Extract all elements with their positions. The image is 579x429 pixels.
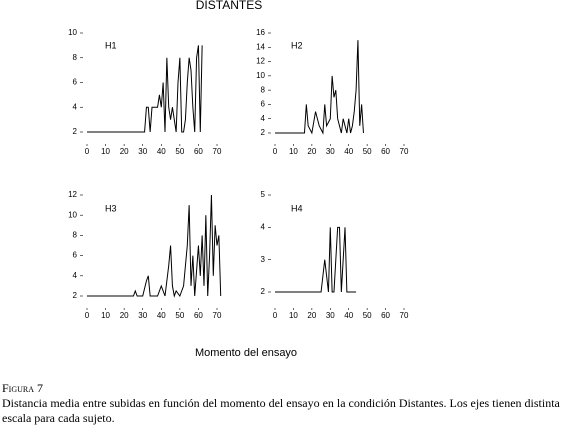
caption-label: Figura 7 — [2, 381, 44, 395]
x-tick-label: 70 — [213, 311, 222, 320]
x-tick-label: 0 — [85, 311, 90, 320]
data-line — [87, 194, 222, 298]
x-tick-label: 40 — [157, 311, 166, 320]
panel-title: H3 — [105, 203, 117, 213]
x-tick-label: 70 — [400, 147, 409, 156]
x-tick-label: 10 — [101, 311, 110, 320]
y-tick-label: 10 — [256, 71, 265, 80]
x-tick-label: 40 — [344, 147, 353, 156]
x-tick-label: 50 — [175, 311, 184, 320]
panel-title: H2 — [291, 40, 303, 50]
y-tick-label: 2 — [73, 291, 78, 300]
caption: Figura 7 Distancia media entre subidas e… — [2, 381, 577, 426]
y-tick-label: 8 — [73, 53, 78, 62]
y-tick-label: 12 — [256, 57, 265, 66]
x-tick-label: 40 — [157, 147, 166, 156]
x-tick-label: 70 — [213, 147, 222, 156]
x-tick-label: 30 — [326, 147, 335, 156]
x-tick-label: 60 — [194, 311, 203, 320]
y-tick-label: 3 — [261, 255, 266, 264]
caption-text: Distancia media entre subidas en función… — [2, 396, 560, 425]
x-tick-label: 20 — [307, 311, 316, 320]
x-tick-label: 10 — [289, 311, 298, 320]
y-tick-label: 2 — [73, 127, 78, 136]
y-tick-label: 4 — [73, 102, 78, 111]
x-axis-label: Momento del ensayo — [195, 347, 297, 359]
x-tick-label: 10 — [289, 147, 298, 156]
y-tick-label: 4 — [261, 222, 266, 231]
y-tick-label: 6 — [73, 251, 78, 260]
x-tick-label: 40 — [344, 311, 353, 320]
y-tick-label: 6 — [73, 78, 78, 87]
y-tick-label: 14 — [256, 42, 265, 51]
y-tick-label: 10 — [68, 28, 77, 37]
x-tick-label: 50 — [363, 147, 372, 156]
x-tick-label: 0 — [273, 147, 278, 156]
y-tick-label: 12 — [68, 190, 77, 199]
data-line — [87, 45, 203, 133]
x-tick-label: 20 — [120, 147, 129, 156]
y-tick-label: 4 — [261, 114, 266, 123]
x-tick-label: 0 — [273, 311, 278, 320]
figure: DISTANTES Momento del ensayo H1 2 4 6 8 10 0 10… — [68, 0, 409, 359]
x-tick-label: 50 — [175, 147, 184, 156]
y-tick-label: 10 — [68, 210, 77, 219]
y-tick-label: 6 — [261, 100, 266, 109]
x-tick-label: 20 — [307, 147, 316, 156]
x-tick-label: 50 — [363, 311, 372, 320]
y-tick-label: 8 — [261, 85, 266, 94]
y-tick-label: 5 — [261, 190, 266, 199]
panel-title: H4 — [291, 203, 303, 213]
figure-title: DISTANTES — [196, 0, 262, 12]
x-tick-label: 70 — [400, 311, 409, 320]
x-tick-label: 10 — [101, 147, 110, 156]
x-tick-label: 30 — [138, 311, 147, 320]
data-line — [275, 226, 357, 293]
data-line — [275, 40, 364, 135]
y-tick-label: 2 — [261, 128, 266, 137]
y-tick-label: 8 — [73, 231, 78, 240]
x-tick-label: 60 — [194, 147, 203, 156]
panel-title: H1 — [105, 40, 117, 50]
x-tick-label: 60 — [381, 147, 390, 156]
x-tick-label: 30 — [138, 147, 147, 156]
x-tick-label: 20 — [120, 311, 129, 320]
y-tick-label: 16 — [256, 28, 265, 37]
y-tick-label: 4 — [73, 271, 78, 280]
x-tick-label: 60 — [381, 311, 390, 320]
x-tick-label: 30 — [326, 311, 335, 320]
x-tick-label: 0 — [85, 147, 90, 156]
y-tick-label: 2 — [261, 287, 266, 296]
